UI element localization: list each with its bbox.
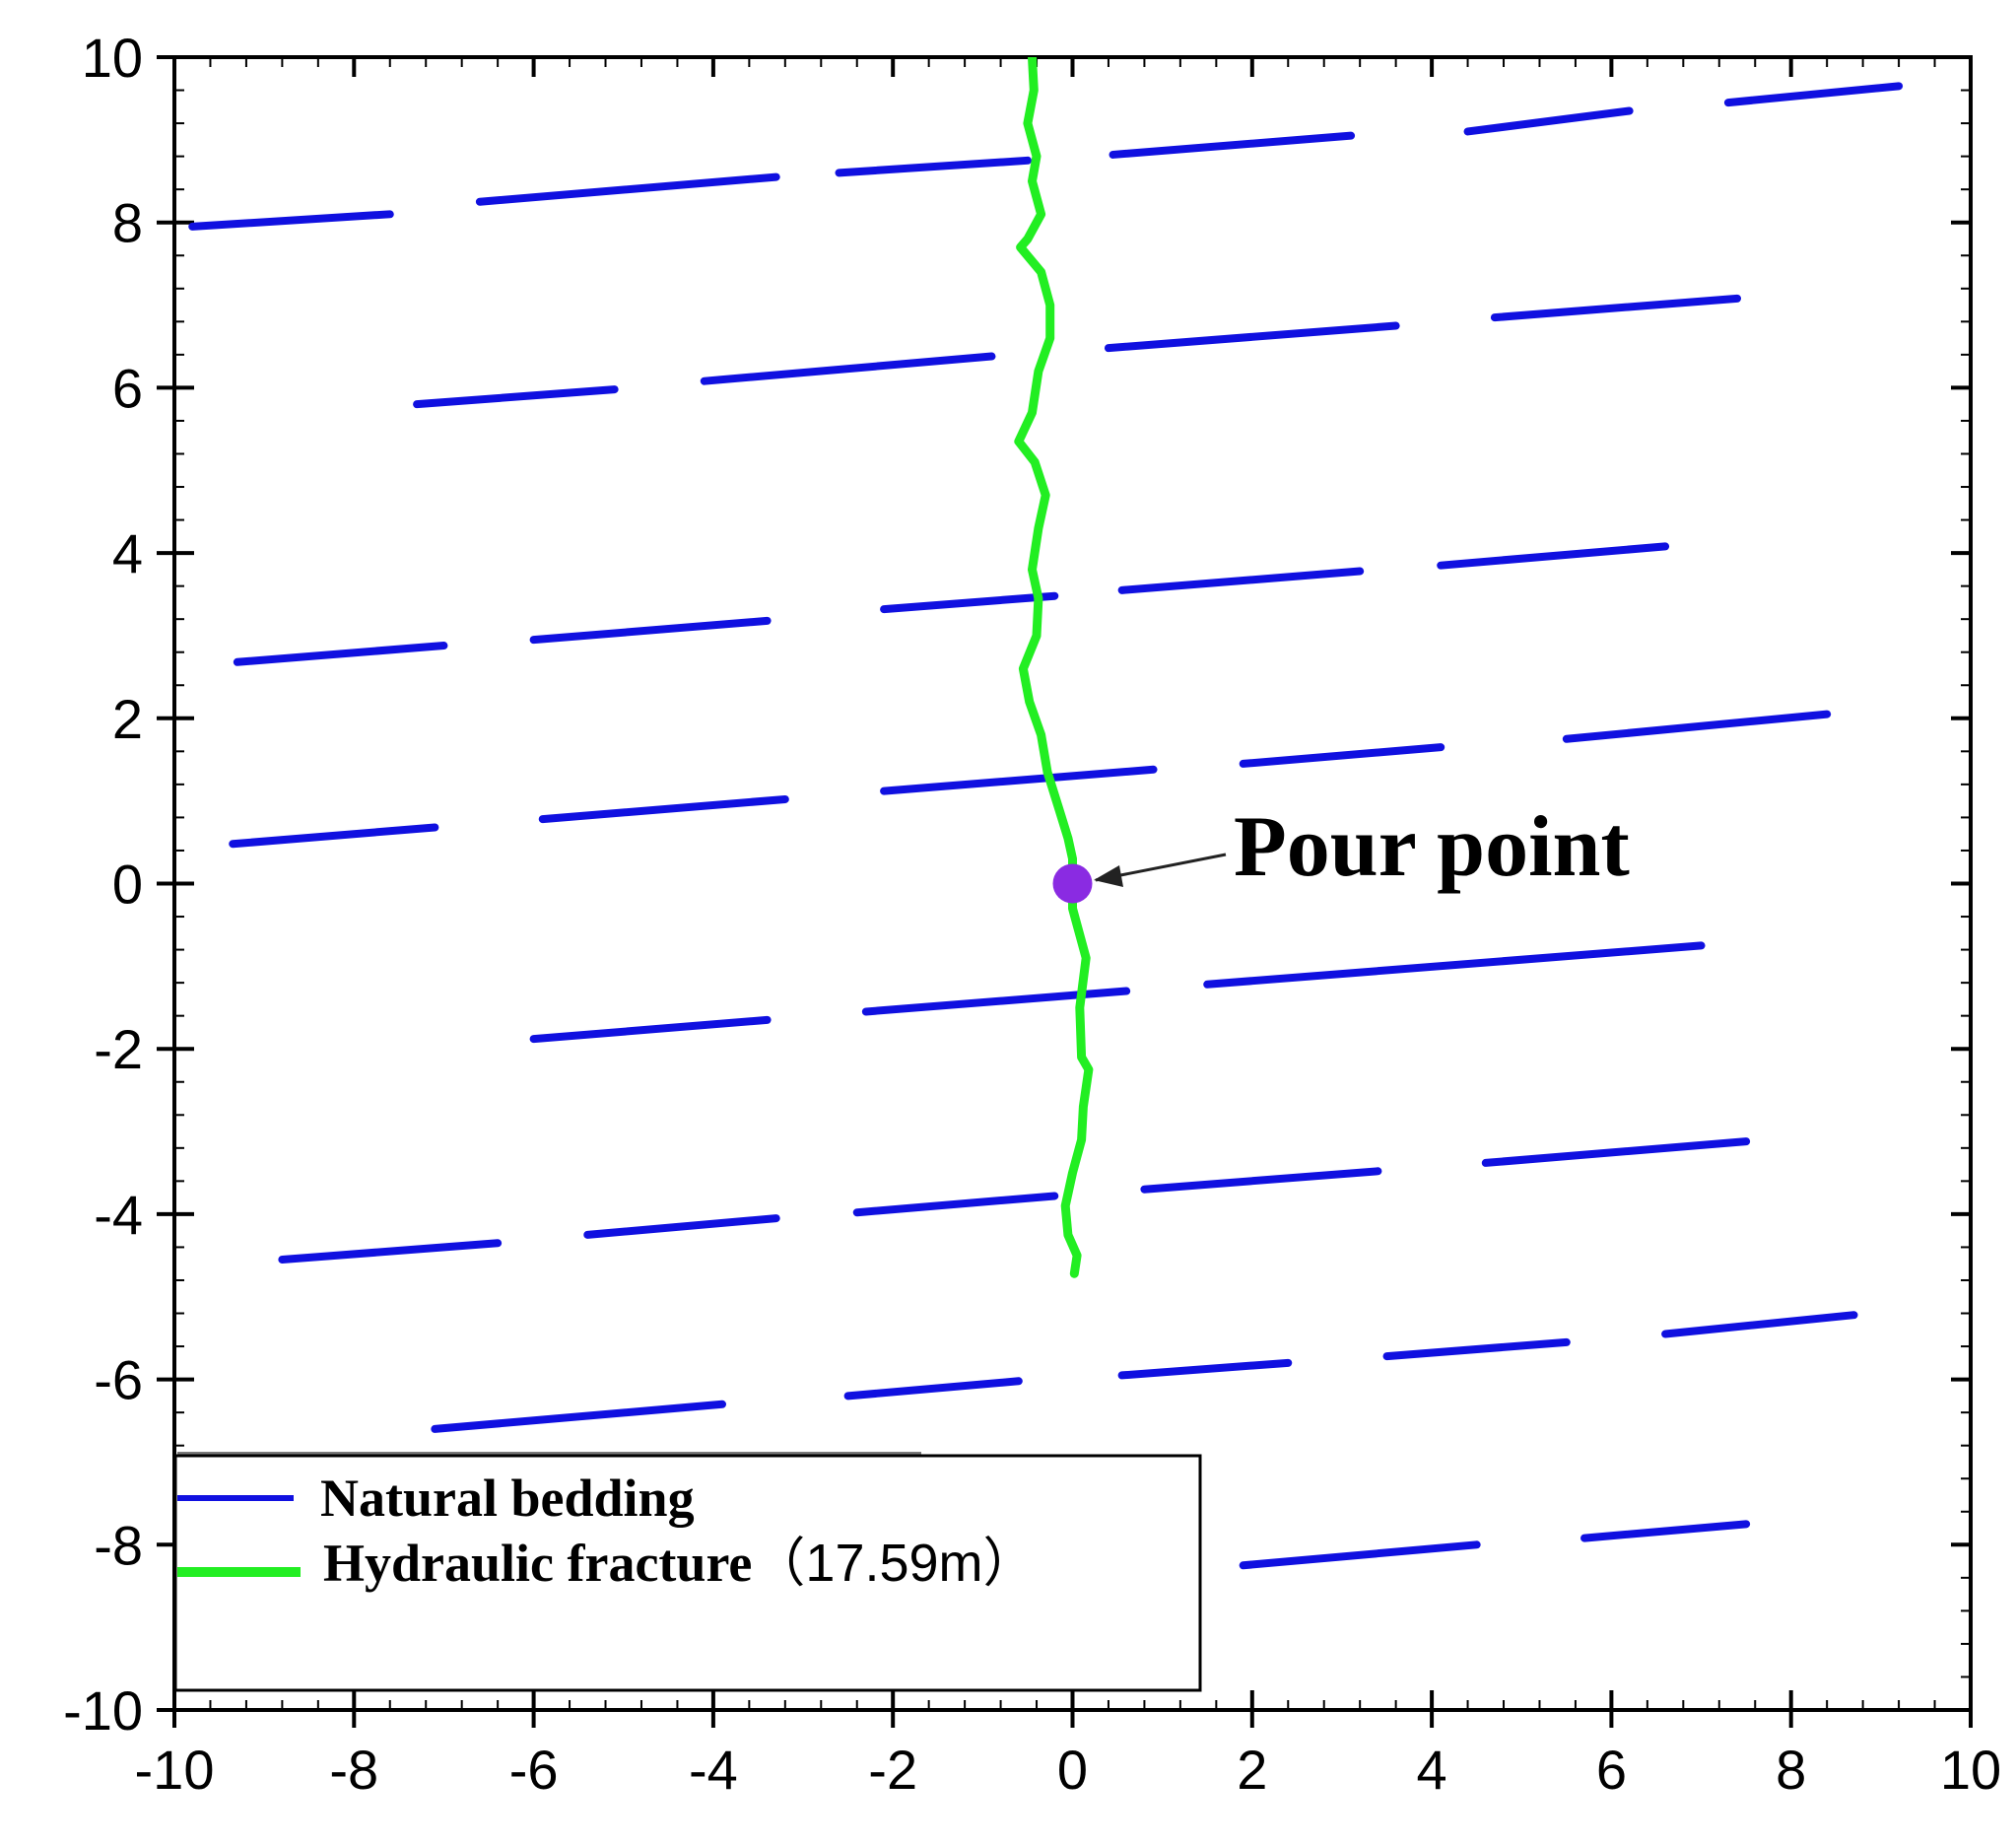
bedding-segment xyxy=(529,1015,772,1044)
x-tick-label: -6 xyxy=(509,1739,559,1801)
bedding-segment xyxy=(1490,294,1742,322)
bedding-segment xyxy=(1104,321,1400,353)
series-layer xyxy=(188,57,1904,1570)
legend-label-hydraulic-fracture: Hydraulic fracture xyxy=(323,1534,752,1593)
bedding-segment xyxy=(1481,1137,1751,1167)
bedding-segment xyxy=(880,765,1158,795)
x-tick-label: 4 xyxy=(1417,1739,1447,1801)
bedding-segment xyxy=(1580,1520,1751,1542)
bedding-segment xyxy=(843,1377,1023,1401)
bedding-segment xyxy=(431,1400,727,1433)
marker-layer xyxy=(1052,863,1093,904)
bedding-segment xyxy=(1661,1311,1858,1338)
bedding-segment xyxy=(1117,1358,1293,1380)
y-tick-label: 10 xyxy=(82,27,143,89)
bedding-segment xyxy=(852,1192,1059,1217)
bedding-segment xyxy=(1562,710,1832,743)
y-tick-label: -8 xyxy=(94,1514,143,1576)
bedding-segment xyxy=(1723,82,1904,107)
y-tick-label: 0 xyxy=(112,854,143,916)
bedding-segment xyxy=(835,156,1032,177)
y-tick-label: -6 xyxy=(94,1349,143,1411)
bedding-segment xyxy=(1239,1540,1481,1570)
bedding-segment xyxy=(278,1239,503,1265)
bedding-segment xyxy=(700,352,996,385)
y-tick-label: 4 xyxy=(112,522,143,584)
y-tick-label: -2 xyxy=(94,1018,143,1080)
legend-length-hydraulic-fracture: （17.59m） xyxy=(752,1534,1036,1593)
annotation-layer: Pour point xyxy=(1094,799,1630,895)
x-tick-label: 0 xyxy=(1057,1739,1088,1801)
bedding-segment xyxy=(538,794,789,824)
bedding-segment xyxy=(1109,131,1356,159)
bedding-segment xyxy=(229,823,439,849)
x-tick-label: 10 xyxy=(1940,1739,2001,1801)
bedding-segment xyxy=(1437,542,1670,570)
bedding-segment xyxy=(1239,743,1445,768)
bedding-segment xyxy=(529,616,772,645)
x-tick-label: 2 xyxy=(1237,1739,1267,1801)
hydraulic-fracture-line xyxy=(1014,57,1094,1278)
bedding-segment xyxy=(861,987,1131,1016)
legend: Natural bedding Hydraulic fracture（17.59… xyxy=(173,1452,1202,1692)
x-tick-label: -2 xyxy=(868,1739,917,1801)
legend-entry-hydraulic-fracture: Hydraulic fracture（17.59m） xyxy=(323,1534,1037,1593)
bedding-segment xyxy=(475,172,780,206)
bedding-segment xyxy=(413,385,619,409)
y-tick-label: 6 xyxy=(112,357,143,419)
axes: -10 -8 -6 -4 -2 0 2 4 6 8 10 -10 -8 -6 -4 -2 0 2 4 6 8 10 xyxy=(63,27,2001,1801)
x-tick-label: 6 xyxy=(1596,1739,1627,1801)
bedding-segment xyxy=(583,1214,780,1239)
bedding-segment xyxy=(1117,567,1365,594)
annotation-arrow-head xyxy=(1094,865,1123,887)
x-tick-label: -4 xyxy=(689,1739,738,1801)
annotation-pour-point: Pour point xyxy=(1234,799,1630,895)
x-tick-label: -8 xyxy=(329,1739,378,1801)
bedding-segment xyxy=(1140,1167,1382,1194)
bedding-segment xyxy=(1203,941,1706,989)
bedding-segment xyxy=(1382,1337,1571,1361)
y-tick-label: 8 xyxy=(112,192,143,254)
pour-point-marker xyxy=(1052,863,1093,904)
bedding-segment xyxy=(233,642,448,666)
x-tick-label: -10 xyxy=(135,1739,215,1801)
y-tick-label: 2 xyxy=(112,688,143,750)
bedding-segment xyxy=(1463,106,1634,136)
y-tick-label: -4 xyxy=(94,1184,143,1246)
legend-label-natural-bedding: Natural bedding xyxy=(320,1469,695,1528)
legend-box xyxy=(173,1454,1202,1692)
y-tick-label: -10 xyxy=(63,1679,143,1742)
bedding-segment xyxy=(188,210,394,231)
x-tick-label: 8 xyxy=(1776,1739,1806,1801)
bedding-segment xyxy=(880,591,1059,614)
